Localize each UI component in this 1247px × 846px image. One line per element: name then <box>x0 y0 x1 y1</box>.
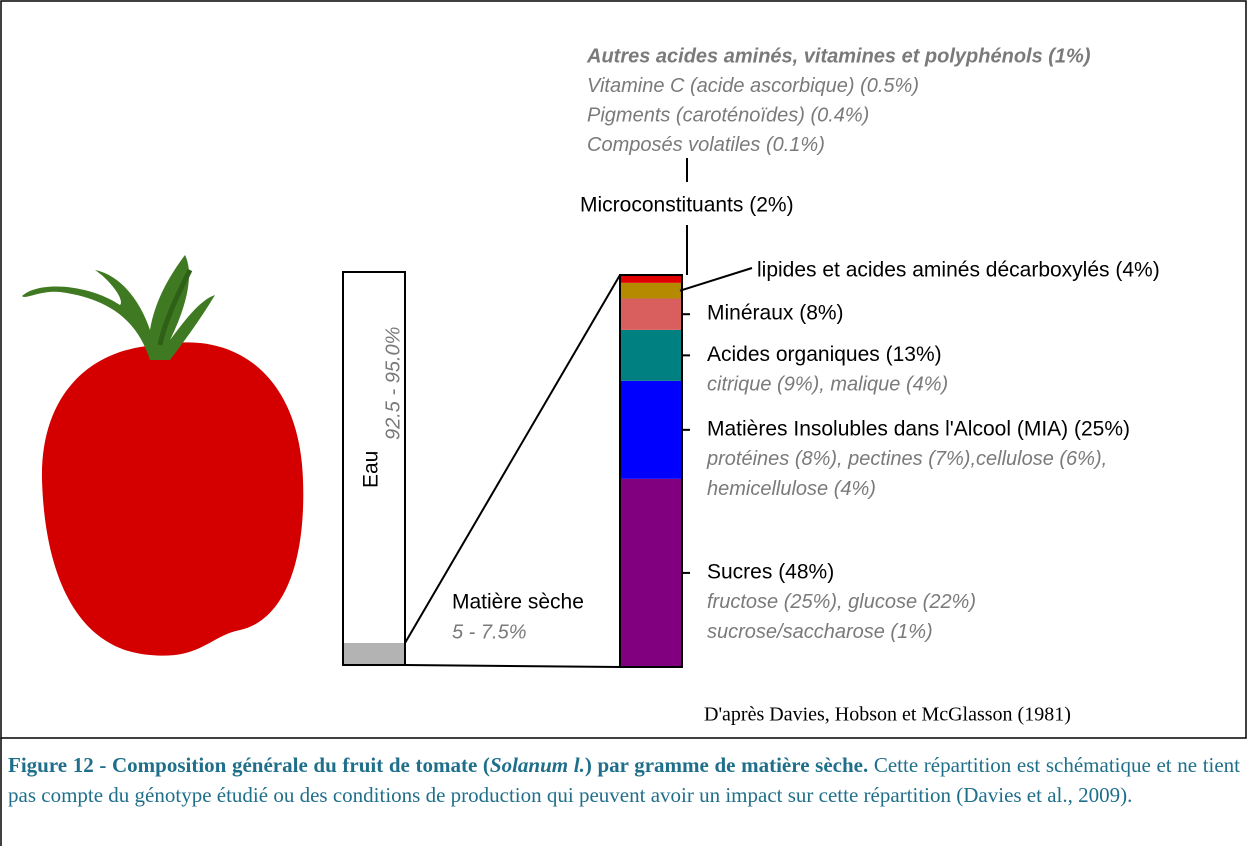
segment-detail: hemicellulose (4%) <box>707 478 876 500</box>
source: D'après Davies, Hobson et McGlasson (198… <box>704 704 1071 726</box>
segment <box>620 298 682 330</box>
segment-detail: sucrose/saccharose (1%) <box>707 621 933 643</box>
caption: Figure 12 - Composition générale du frui… <box>8 750 1240 810</box>
segment-detail: Composés volatiles (0.1%) <box>587 134 825 156</box>
dry-part <box>344 643 404 664</box>
segment <box>620 275 682 283</box>
tomato <box>22 255 304 656</box>
dry-bar-outline <box>619 274 683 668</box>
segment <box>620 329 682 381</box>
segment-label: Minéraux (8%) <box>707 302 844 325</box>
water-label: Eau <box>360 451 383 488</box>
segment-detail: Autres acides aminés, vitamines et polyp… <box>586 45 1091 67</box>
leader <box>679 267 753 292</box>
segment-detail: Vitamine C (acide ascorbique) (0.5%) <box>587 75 919 97</box>
segment-detail: Pigments (caroténoïdes) (0.4%) <box>587 104 869 126</box>
segment-label: Microconstituants (2%) <box>580 194 794 217</box>
water-range: 92.5 - 95.0% <box>382 327 404 440</box>
segment <box>620 282 682 299</box>
caption-text: Cette répartition est schématique et ne … <box>8 753 1241 807</box>
segment-label: Acides organiques (13%) <box>707 343 942 366</box>
caption-title: Figure 12 - Composition générale du frui… <box>8 753 490 777</box>
segment-detail: protéines (8%), pectines (7%),cellulose … <box>706 448 1107 470</box>
dry-label: Matière sèche <box>452 591 584 614</box>
dry-range: 5 - 7.5% <box>452 621 526 643</box>
zoom-line <box>404 664 621 668</box>
segment-label: Matières Insolubles dans l'Alcool (MIA) … <box>707 417 1130 440</box>
frame <box>0 0 1247 739</box>
segment <box>620 478 682 667</box>
segment-label: lipides et acides aminés décarboxylés (4… <box>757 259 1160 282</box>
segment <box>620 380 682 479</box>
zoom-line <box>404 274 621 644</box>
segment-label: Sucres (48%) <box>707 560 834 583</box>
caption-title: ) par gramme de matière sèche. <box>584 753 869 777</box>
segment-detail: citrique (9%), malique (4%) <box>707 374 948 396</box>
water-bar <box>342 271 406 666</box>
caption-title: Solanum l. <box>489 753 585 777</box>
segment-detail: fructose (25%), glucose (22%) <box>707 591 976 613</box>
